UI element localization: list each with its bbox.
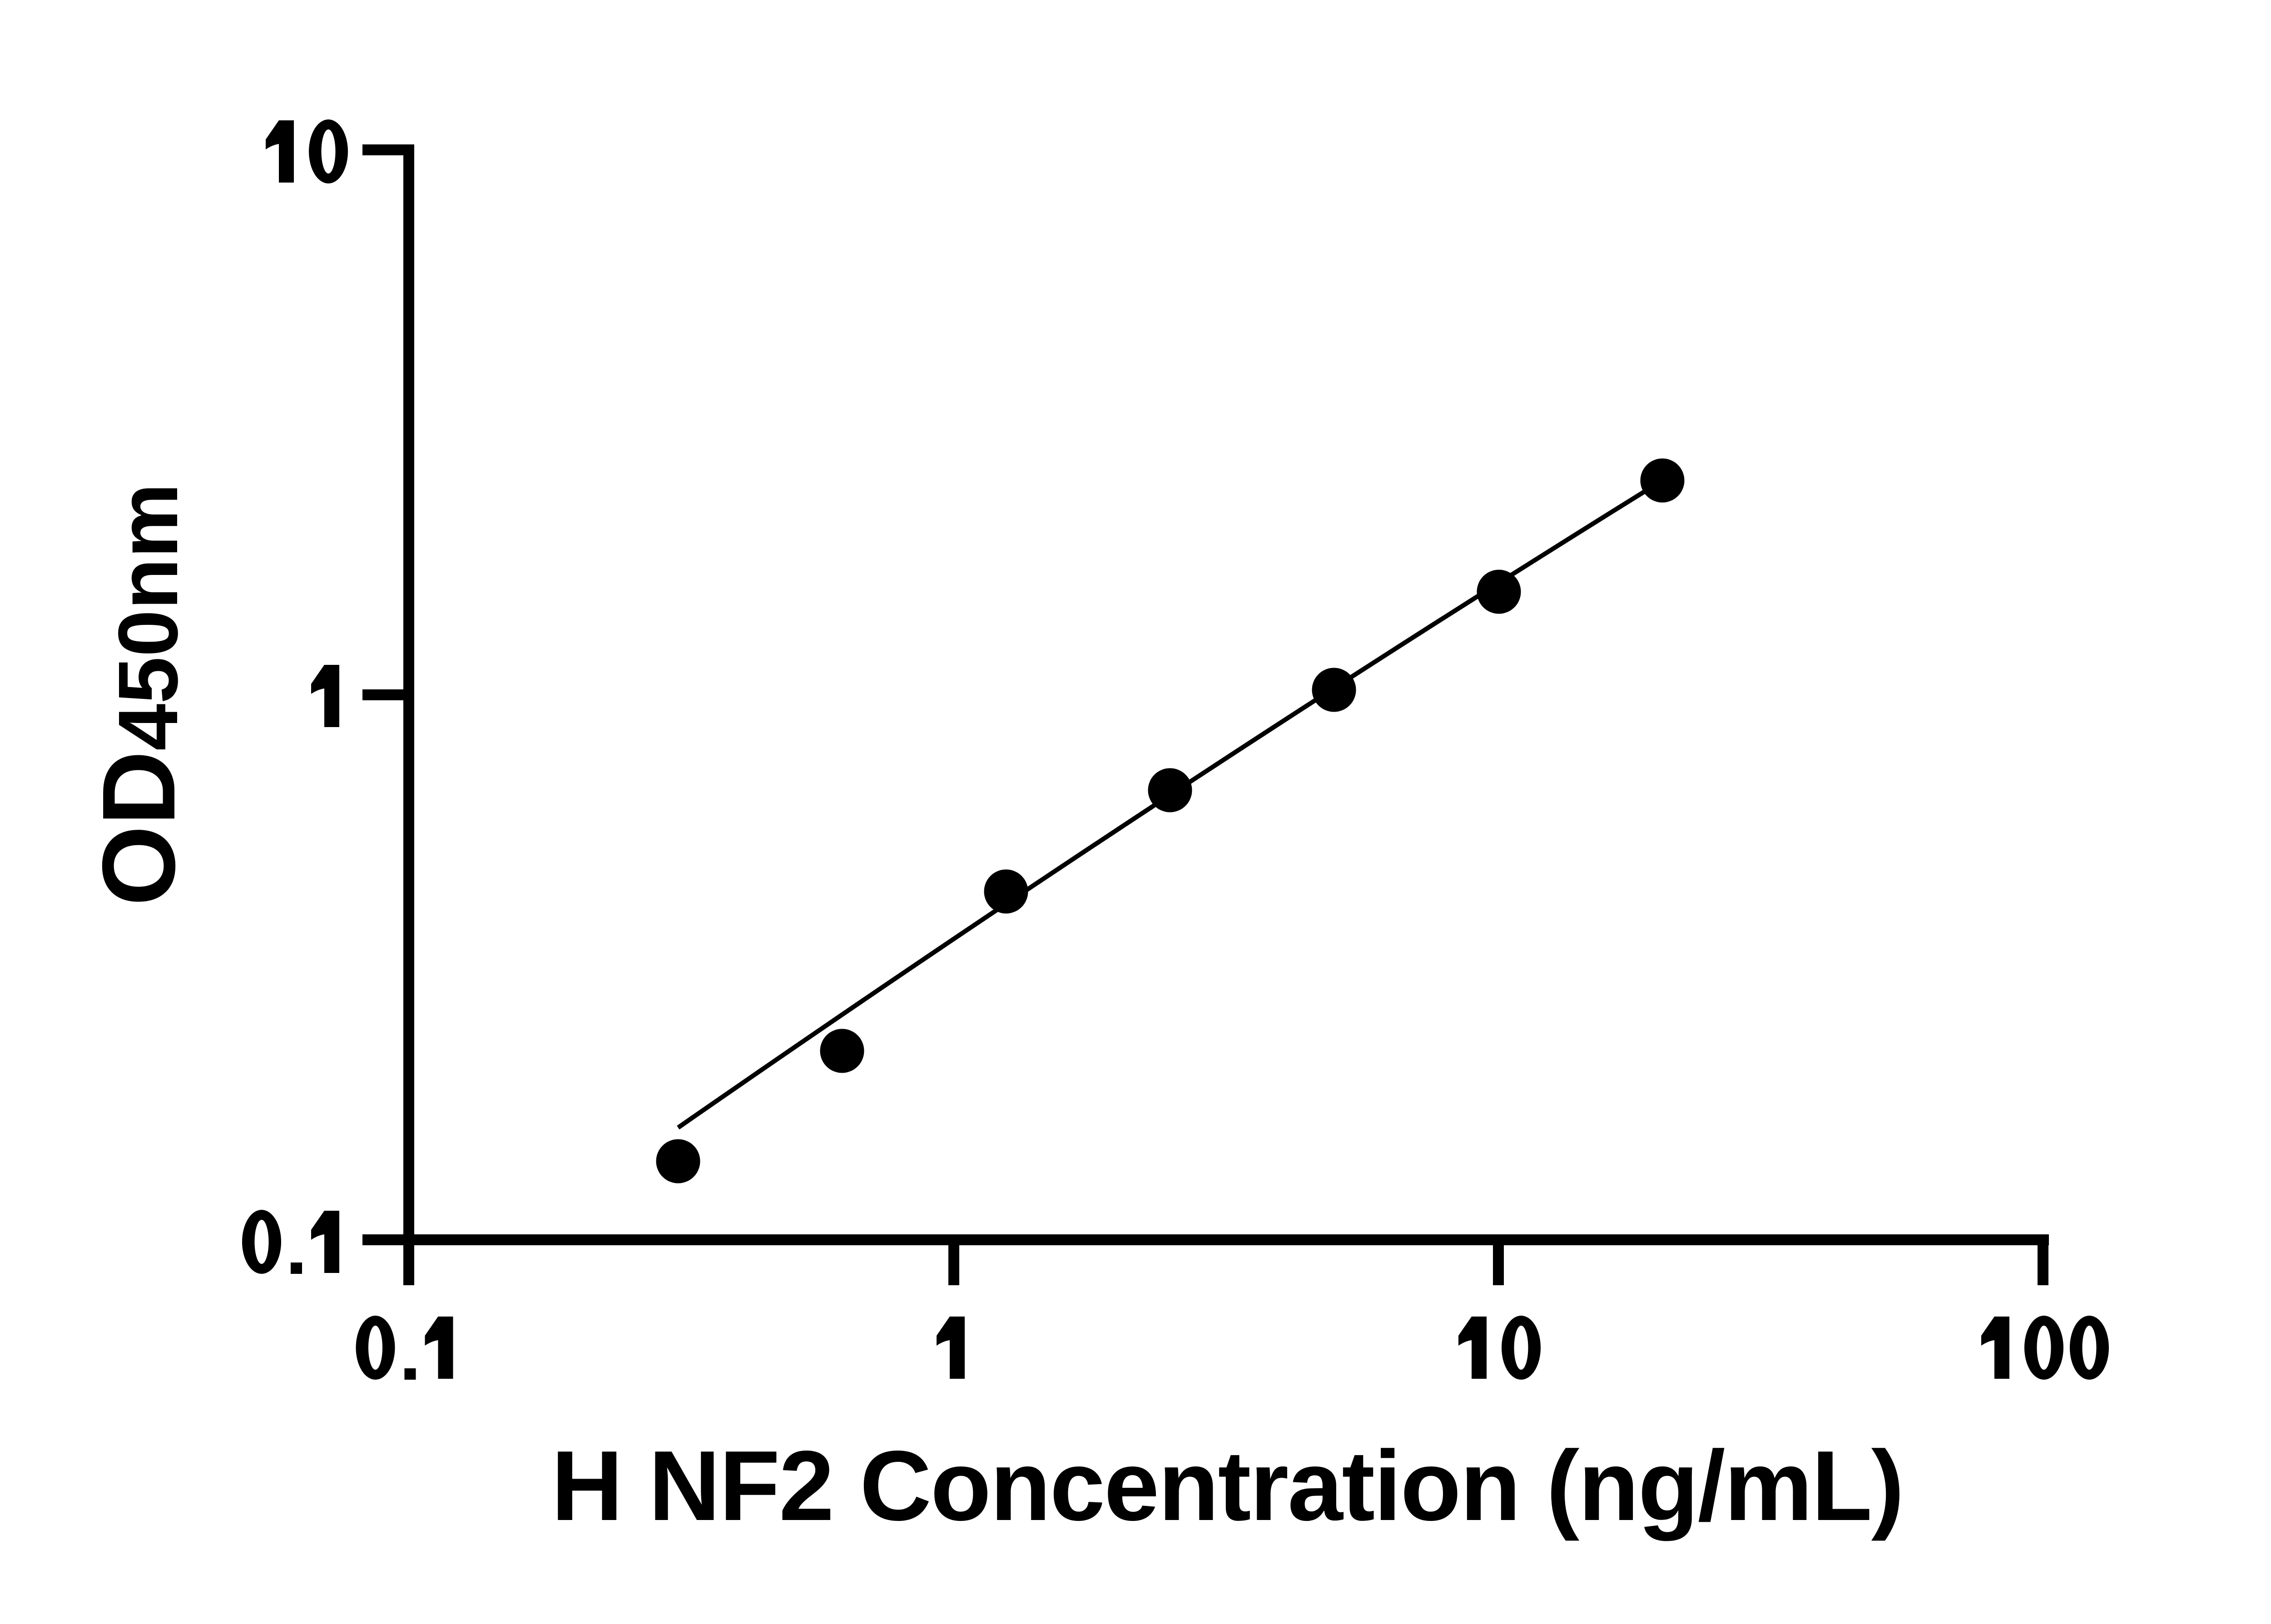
svg-text:OD450nm: OD450nm bbox=[81, 483, 197, 906]
svg-text:H NF2 Concentration (ng/mL): H NF2 Concentration (ng/mL) bbox=[551, 1431, 1904, 1541]
